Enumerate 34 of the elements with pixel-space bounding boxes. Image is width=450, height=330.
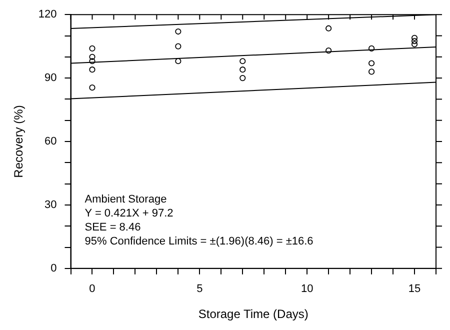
point	[368, 60, 375, 66]
point	[89, 58, 96, 64]
annotation: Ambient Storage	[84, 193, 167, 206]
point	[175, 28, 182, 35]
point	[326, 48, 332, 54]
point	[326, 25, 332, 32]
x-tick-label: 0	[89, 283, 96, 296]
x-axis-title: Storage Time (Days)	[198, 307, 308, 322]
annotation: SEE = 8.46	[84, 221, 141, 234]
y-tick-label: 0	[50, 262, 57, 274]
point	[368, 68, 375, 75]
point	[368, 45, 375, 52]
x-tick-label: 15	[408, 283, 421, 296]
point	[411, 41, 418, 48]
point	[89, 84, 96, 91]
point	[89, 66, 96, 73]
point	[240, 58, 246, 64]
y-axis-title: Recovery (%)	[12, 105, 26, 178]
point	[240, 75, 246, 82]
y-tick-label: 30	[44, 198, 57, 211]
y-tick-label: 120	[38, 8, 57, 21]
point	[240, 66, 246, 73]
y-tick-label: 90	[44, 72, 57, 84]
point	[89, 54, 96, 60]
x-tick-label: 5	[196, 283, 203, 296]
x-tick-label: 10	[300, 283, 314, 296]
point	[175, 58, 182, 64]
point	[89, 45, 96, 52]
point	[175, 43, 182, 50]
y-tick-label: 60	[44, 136, 57, 148]
point	[411, 34, 418, 41]
point	[411, 38, 418, 44]
annotation: 95% Confidence Limits = ±(1.96)(8.46) = ±16.6	[84, 235, 314, 248]
annotation: Y = 0.421X + 97.2	[84, 207, 174, 220]
